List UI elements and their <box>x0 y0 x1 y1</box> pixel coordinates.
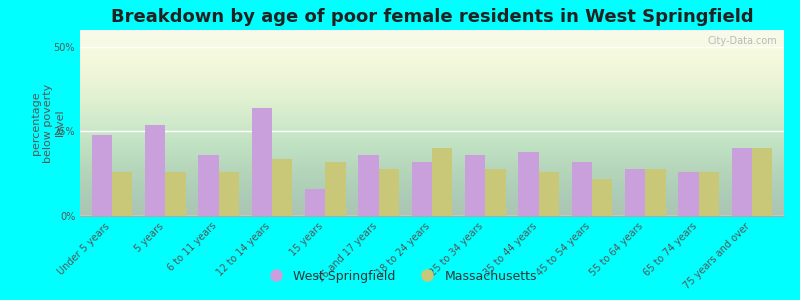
Bar <box>412 162 432 216</box>
Bar <box>698 172 719 216</box>
Bar <box>326 162 346 216</box>
Legend: West Springfield, Massachusetts: West Springfield, Massachusetts <box>258 265 542 288</box>
Bar <box>145 125 166 216</box>
Bar <box>252 108 272 216</box>
Bar <box>678 172 698 216</box>
Text: City-Data.com: City-Data.com <box>707 36 777 46</box>
Bar <box>646 169 666 216</box>
Bar <box>625 169 646 216</box>
Title: Breakdown by age of poor female residents in West Springfield: Breakdown by age of poor female resident… <box>110 8 754 26</box>
Y-axis label: percentage
below poverty
level: percentage below poverty level <box>31 83 65 163</box>
Bar <box>378 169 399 216</box>
Bar <box>465 155 486 216</box>
Bar <box>166 172 186 216</box>
Bar <box>572 162 592 216</box>
Bar <box>112 172 132 216</box>
Bar <box>358 155 378 216</box>
Bar <box>752 148 772 216</box>
Bar <box>538 172 559 216</box>
Bar <box>92 135 112 216</box>
Bar <box>272 158 292 216</box>
Bar <box>486 169 506 216</box>
Bar <box>305 189 326 216</box>
Bar <box>218 172 239 216</box>
Bar <box>432 148 452 216</box>
Bar <box>518 152 538 216</box>
Bar <box>592 179 612 216</box>
Bar <box>732 148 752 216</box>
Bar <box>198 155 218 216</box>
